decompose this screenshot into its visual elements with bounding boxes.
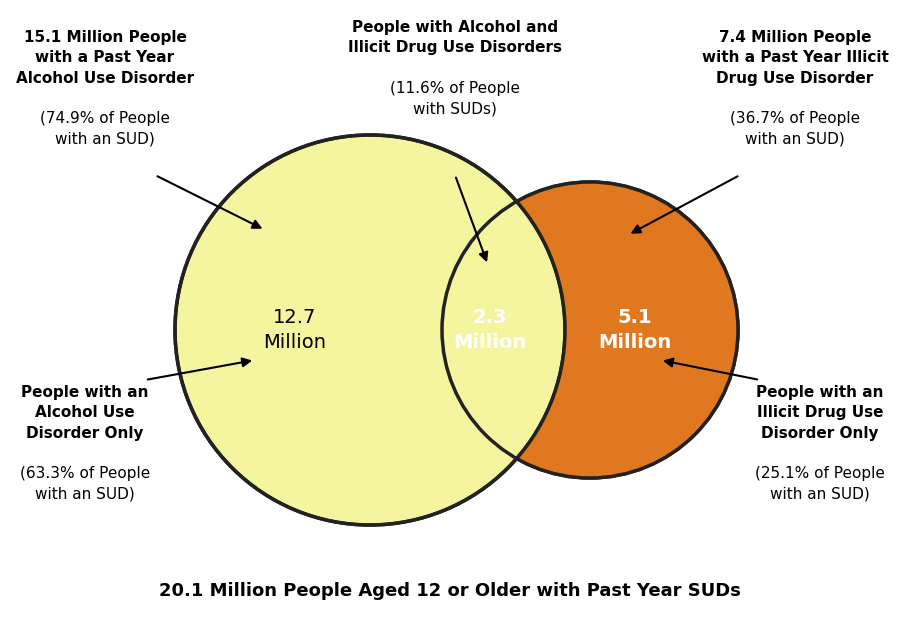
Text: 20.1 Million People Aged 12 or Older with Past Year SUDs: 20.1 Million People Aged 12 or Older wit…: [159, 582, 741, 600]
Text: Alcohol Use Disorder: Alcohol Use Disorder: [16, 71, 194, 85]
Text: 15.1 Million People: 15.1 Million People: [23, 30, 186, 45]
Text: with an SUD): with an SUD): [35, 487, 135, 502]
Text: 2.3
Million: 2.3 Million: [454, 308, 526, 352]
Text: Illicit Drug Use Disorders: Illicit Drug Use Disorders: [348, 41, 562, 55]
Text: People with an: People with an: [756, 385, 884, 400]
Text: Drug Use Disorder: Drug Use Disorder: [716, 71, 874, 85]
Text: with SUDs): with SUDs): [413, 101, 497, 116]
Text: (36.7% of People: (36.7% of People: [730, 111, 860, 127]
Text: with a Past Year Illicit: with a Past Year Illicit: [702, 51, 888, 65]
Polygon shape: [517, 182, 738, 478]
Text: Alcohol Use: Alcohol Use: [35, 405, 135, 420]
Text: (74.9% of People: (74.9% of People: [40, 111, 170, 127]
Text: with an SUD): with an SUD): [745, 132, 845, 147]
Text: with an SUD): with an SUD): [770, 487, 870, 502]
Text: Illicit Drug Use: Illicit Drug Use: [757, 405, 883, 420]
Text: 5.1
Million: 5.1 Million: [598, 308, 671, 352]
Circle shape: [442, 182, 738, 478]
Text: with a Past Year: with a Past Year: [35, 51, 175, 65]
Text: (25.1% of People: (25.1% of People: [755, 467, 885, 482]
Text: Disorder Only: Disorder Only: [761, 426, 878, 441]
Text: 12.7
Million: 12.7 Million: [264, 308, 327, 352]
Text: (63.3% of People: (63.3% of People: [20, 467, 150, 482]
Text: (11.6% of People: (11.6% of People: [390, 81, 520, 96]
Text: with an SUD): with an SUD): [55, 132, 155, 147]
Text: People with an: People with an: [22, 385, 148, 400]
Text: People with Alcohol and: People with Alcohol and: [352, 20, 558, 35]
Text: Disorder Only: Disorder Only: [26, 426, 144, 441]
Text: 7.4 Million People: 7.4 Million People: [719, 30, 871, 45]
Circle shape: [175, 135, 565, 525]
